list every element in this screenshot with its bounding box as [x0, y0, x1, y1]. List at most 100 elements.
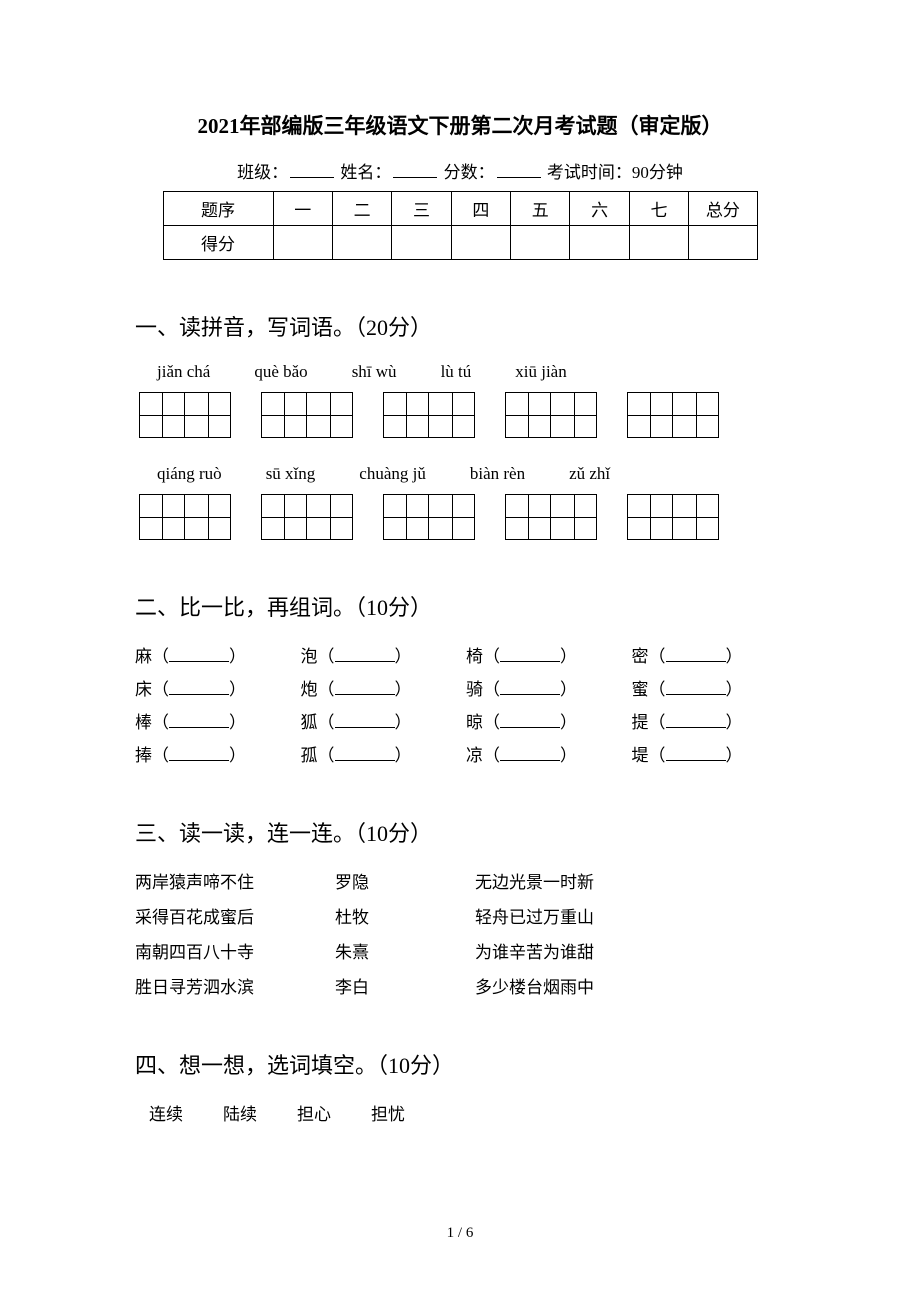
- tianzi-box: [505, 494, 551, 540]
- tianzi-pair: [383, 494, 475, 540]
- tianzi-pair: [505, 392, 597, 438]
- pinyin: xiū jiàn: [515, 362, 566, 382]
- tianzi-box: [383, 494, 429, 540]
- match-grid: 两岸猿声啼不住 罗隐 无边光景一时新 采得百花成蜜后 杜牧 轻舟已过万重山 南朝…: [135, 868, 785, 998]
- char: 密: [632, 647, 649, 666]
- match-left: 两岸猿声啼不住: [135, 868, 335, 893]
- fill-item: 堤（）: [632, 741, 786, 766]
- match-mid: 罗隐: [335, 868, 475, 893]
- fill-item: 骑（）: [466, 675, 620, 700]
- match-left: 胜日寻芳泗水滨: [135, 973, 335, 998]
- fill-blank: [500, 678, 560, 695]
- match-right: 无边光景一时新: [475, 868, 785, 893]
- col-2: 二: [332, 192, 391, 226]
- score-cell: [392, 226, 451, 260]
- tianzi-box: [627, 392, 673, 438]
- section-4-heading: 四、想一想，选词填空。（10分）: [135, 1048, 785, 1080]
- pinyin: biàn rèn: [470, 464, 525, 484]
- bank-word: 连续: [149, 1100, 183, 1125]
- match-right: 轻舟已过万重山: [475, 903, 785, 928]
- row2-label: 得分: [163, 226, 273, 260]
- tianzi-box: [185, 392, 231, 438]
- bank-word: 担心: [297, 1100, 331, 1125]
- match-left: 采得百花成蜜后: [135, 903, 335, 928]
- char: 提: [632, 713, 649, 732]
- fill-blank: [169, 678, 229, 695]
- tianzi-pair: [627, 494, 719, 540]
- char: 晾: [466, 713, 483, 732]
- fill-blank: [500, 645, 560, 662]
- fill-blank: [500, 744, 560, 761]
- match-mid: 朱熹: [335, 938, 475, 963]
- tianzi-box: [261, 392, 307, 438]
- tianzi-box: [261, 494, 307, 540]
- match-right: 为谁辛苦为谁甜: [475, 938, 785, 963]
- fill-blank: [335, 744, 395, 761]
- page-title: 2021年部编版三年级语文下册第二次月考试题（审定版）: [135, 110, 785, 140]
- fill-item: 泡（）: [301, 642, 455, 667]
- tianzi-box: [551, 392, 597, 438]
- section-4: 四、想一想，选词填空。（10分） 连续 陆续 担心 担忧: [135, 1048, 785, 1125]
- fill-item: 椅（）: [466, 642, 620, 667]
- fill-blank: [666, 744, 726, 761]
- tianzi-pair: [261, 392, 353, 438]
- tianzi-box: [139, 392, 185, 438]
- fill-item: 蜜（）: [632, 675, 786, 700]
- box-row-1: [135, 392, 785, 438]
- fill-item: 孤（）: [301, 741, 455, 766]
- fill-item: 棒（）: [135, 708, 289, 733]
- section-2-heading: 二、比一比，再组词。（10分）: [135, 590, 785, 622]
- tianzi-box: [673, 392, 719, 438]
- pinyin: zǔ zhǐ: [569, 464, 610, 484]
- char: 堤: [632, 746, 649, 765]
- box-row-2: [135, 494, 785, 540]
- pinyin: qiáng ruò: [157, 464, 222, 484]
- class-blank: [290, 161, 334, 178]
- fill-blank: [666, 645, 726, 662]
- bank-word: 担忧: [371, 1100, 405, 1125]
- name-label: 姓名：: [340, 163, 391, 182]
- score-table: 题序 一 二 三 四 五 六 七 总分 得分: [163, 191, 758, 260]
- tianzi-pair: [505, 494, 597, 540]
- time-label: 考试时间：: [547, 163, 632, 182]
- pinyin: chuàng jǔ: [359, 464, 426, 484]
- fill-item: 密（）: [632, 642, 786, 667]
- tianzi-box: [139, 494, 185, 540]
- score-blank: [497, 161, 541, 178]
- section-3: 三、读一读，连一连。（10分） 两岸猿声啼不住 罗隐 无边光景一时新 采得百花成…: [135, 816, 785, 998]
- char: 泡: [301, 647, 318, 666]
- class-label: 班级：: [237, 163, 288, 182]
- fill-item: 凉（）: [466, 741, 620, 766]
- char: 骑: [466, 680, 483, 699]
- pinyin: lù tú: [441, 362, 472, 382]
- fill-blank: [500, 711, 560, 728]
- pinyin: jiǎn chá: [157, 362, 210, 382]
- tianzi-box: [429, 392, 475, 438]
- tianzi-box: [383, 392, 429, 438]
- pinyin: sū xǐng: [266, 464, 316, 484]
- match-right: 多少楼台烟雨中: [475, 973, 785, 998]
- fill-blank: [666, 711, 726, 728]
- row1-label: 题序: [163, 192, 273, 226]
- fill-blank: [335, 678, 395, 695]
- fill-blank: [169, 744, 229, 761]
- tianzi-box: [673, 494, 719, 540]
- score-cell: [629, 226, 688, 260]
- tianzi-box: [627, 494, 673, 540]
- fill-blank: [666, 678, 726, 695]
- match-left: 南朝四百八十寺: [135, 938, 335, 963]
- fill-blank: [169, 645, 229, 662]
- meta-line: 班级： 姓名： 分数： 考试时间：90分钟: [135, 158, 785, 183]
- bank-word: 陆续: [223, 1100, 257, 1125]
- section-1: 一、读拼音，写词语。（20分） jiǎn chá què bǎo shī wù …: [135, 310, 785, 540]
- fill-item: 床（）: [135, 675, 289, 700]
- time-value: 90分钟: [632, 163, 683, 182]
- compare-grid: 麻（） 泡（） 椅（） 密（） 床（） 炮（） 骑（） 蜜（） 棒（） 狐（） …: [135, 642, 785, 766]
- tianzi-pair: [383, 392, 475, 438]
- tianzi-box: [551, 494, 597, 540]
- pinyin-row-1: jiǎn chá què bǎo shī wù lù tú xiū jiàn: [135, 362, 785, 382]
- tianzi-box: [185, 494, 231, 540]
- char: 麻: [135, 647, 152, 666]
- tianzi-pair: [139, 392, 231, 438]
- char: 蜜: [632, 680, 649, 699]
